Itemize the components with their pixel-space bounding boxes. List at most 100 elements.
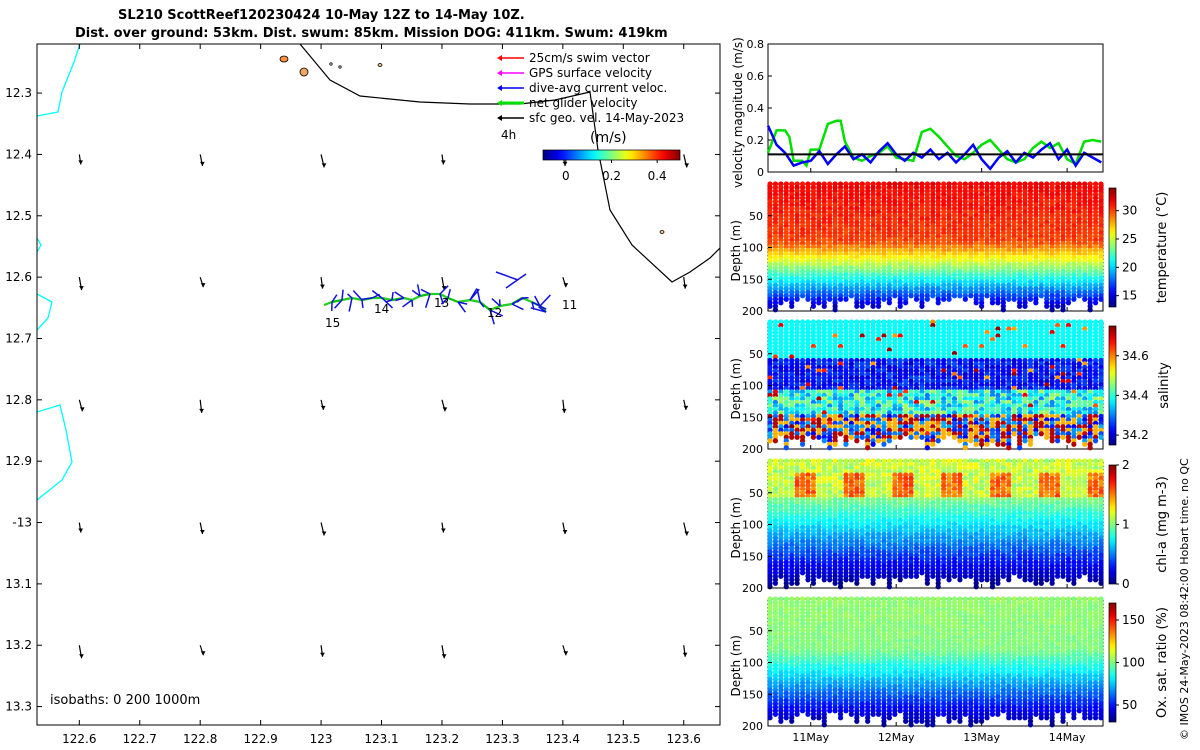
dive-avg-current-arrow [394, 291, 405, 299]
profile-cast [989, 319, 996, 444]
map-x-ticklabel: 123.6 [667, 732, 701, 746]
profile-cast [903, 319, 909, 437]
isobath-200m [37, 237, 42, 253]
profile-cast [968, 319, 974, 444]
map-x-ticklabel: 122.6 [62, 732, 96, 746]
reef-outline [329, 62, 333, 66]
profile-sample [832, 441, 838, 447]
dive-avg-current-arrow [505, 273, 527, 289]
reef-outline [279, 55, 289, 63]
profile-cast [832, 319, 838, 447]
profile-sample [1071, 441, 1077, 447]
profile-cast [837, 319, 844, 437]
geo-velocity-arrowhead [682, 284, 688, 289]
geo-velocity-arrowhead [78, 528, 84, 533]
dive-avg-current-arrow [539, 294, 551, 307]
colorbar-ticklabel: 34.6 [1122, 349, 1149, 363]
profile-cast [913, 181, 920, 302]
profile-sample [935, 438, 941, 444]
profile-sample [805, 296, 811, 302]
profile-cast [794, 319, 800, 440]
profile-cast [794, 458, 800, 586]
geo-velocity-arrowhead [321, 531, 327, 536]
profile-cast [1087, 181, 1093, 313]
profile-sample [1076, 293, 1082, 299]
profile-cast [979, 181, 985, 309]
geo-velocity-arrowhead [441, 654, 447, 659]
geo-velocity-arrowhead [199, 161, 205, 166]
dive-avg-current-arrow [416, 284, 421, 297]
day-label: 14 [374, 302, 389, 316]
profile-sample [1038, 293, 1044, 299]
profile-sample [772, 438, 779, 444]
profile-cast [1006, 319, 1012, 451]
map-y-ticklabel: 12.5 [5, 209, 32, 223]
profile-cast [1071, 319, 1077, 447]
map-colorbar-ticklabel: 0.2 [602, 169, 621, 183]
geo-velocity-arrowhead [442, 407, 448, 412]
profile-sample [935, 300, 941, 306]
profile-cast [962, 319, 968, 451]
profile-sample [989, 438, 996, 444]
map-y-ticklabel: 12.9 [5, 454, 32, 468]
geo-velocity-arrowhead [440, 528, 446, 533]
profile-cast [973, 181, 979, 306]
isobath-200m [37, 404, 73, 501]
profile-sample [870, 303, 876, 309]
dive-avg-current-arrow [371, 290, 383, 299]
profile-cast [816, 181, 822, 306]
profile-sample [951, 434, 958, 440]
profile-sample [1092, 438, 1099, 444]
profile-cast [1044, 319, 1050, 440]
profile-cast [848, 319, 854, 440]
title-line1: SL210 ScottReef120230424 10-May 12Z to 1… [118, 8, 525, 23]
profile-cast [908, 319, 914, 440]
dive-avg-current-arrow [395, 297, 405, 302]
profile-sample [789, 580, 795, 586]
profile-sample [1065, 438, 1072, 444]
profile-sample [941, 296, 947, 302]
velocity-series-net-glider-velocity [766, 119, 1102, 169]
geo-velocity-arrowhead [682, 652, 688, 657]
profile-cast [1065, 181, 1072, 306]
profile-cast [1076, 181, 1082, 299]
profile-sample [778, 300, 784, 306]
geo-velocity-arrowhead [562, 161, 568, 166]
profile-sample [1082, 296, 1088, 302]
profile-cast [1027, 181, 1034, 302]
profile-cast [854, 181, 860, 309]
map-y-ticklabel: 13.3 [5, 700, 32, 714]
section-colorbar [1108, 325, 1117, 446]
profile-cast [1098, 319, 1104, 440]
profile-sample [1071, 296, 1077, 302]
profile-sample [995, 300, 1001, 306]
profile-sample [973, 441, 979, 447]
profile-cast [919, 181, 925, 309]
profile-cast [951, 181, 958, 299]
profile-sample [1006, 296, 1012, 302]
section-y-ticklabel: 100 [742, 242, 763, 255]
section-colorbar [1108, 187, 1117, 308]
colorbar-ticklabel: 34.2 [1122, 428, 1149, 442]
profile-sample [1076, 434, 1082, 440]
dive-avg-current-arrow [362, 297, 373, 300]
profile-cast [973, 319, 979, 447]
geo-velocity-arrowhead [562, 530, 568, 535]
geo-velocity-arrowhead [563, 283, 569, 288]
profile-sample [1092, 300, 1099, 306]
velocity-y-ticklabel: 0.8 [747, 38, 765, 51]
profile-sample [1011, 431, 1017, 437]
dive-avg-current-arrow [331, 294, 338, 303]
profile-cast [799, 319, 806, 447]
profile-sample [1060, 307, 1066, 313]
reef-outline [377, 63, 383, 67]
day-label: 13 [434, 296, 449, 310]
profile-sample [1022, 438, 1028, 444]
map-colorbar-ticklabel: 0 [562, 169, 570, 183]
colorbar-ticklabel: 30 [1122, 204, 1137, 218]
profile-sample [957, 438, 963, 444]
net-velocity-segment [381, 296, 393, 302]
profile-cast [810, 181, 817, 309]
profile-cast [924, 319, 930, 451]
profile-sample [1000, 307, 1006, 313]
